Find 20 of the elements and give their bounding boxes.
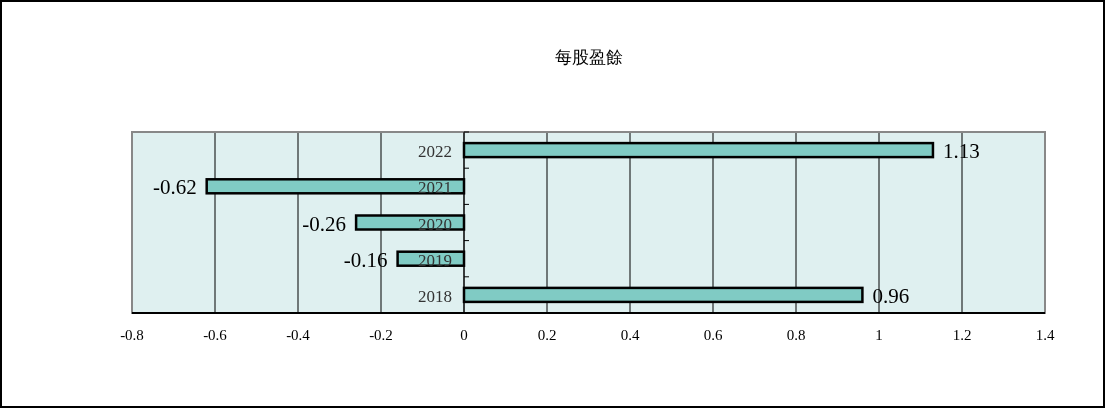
x-tick-label: 1 <box>875 327 883 343</box>
x-tick-label: 1.4 <box>1035 327 1055 343</box>
x-tick-label: 0.8 <box>786 327 806 343</box>
x-tick-label: 0.6 <box>703 327 723 343</box>
data-label: -0.26 <box>302 211 347 236</box>
x-tick-label: -0.8 <box>120 327 144 343</box>
data-label: 1.13 <box>942 139 980 164</box>
x-tick-label: -0.6 <box>203 327 228 343</box>
y-tick-label: 2022 <box>418 142 452 162</box>
x-tick-label: 0 <box>460 327 468 343</box>
x-tick-label: 0.2 <box>537 327 557 343</box>
data-label: 0.96 <box>872 283 910 308</box>
x-tick-label: -0.4 <box>286 327 311 343</box>
data-label: -0.62 <box>152 175 197 200</box>
chart-title: 每股盈餘 <box>554 48 623 67</box>
x-tick-label: 1.2 <box>952 327 972 343</box>
x-tick-label: -0.2 <box>369 327 393 343</box>
data-label: -0.16 <box>343 247 388 272</box>
y-tick-label: 2018 <box>418 286 452 306</box>
x-tick-label: 0.4 <box>620 327 640 343</box>
